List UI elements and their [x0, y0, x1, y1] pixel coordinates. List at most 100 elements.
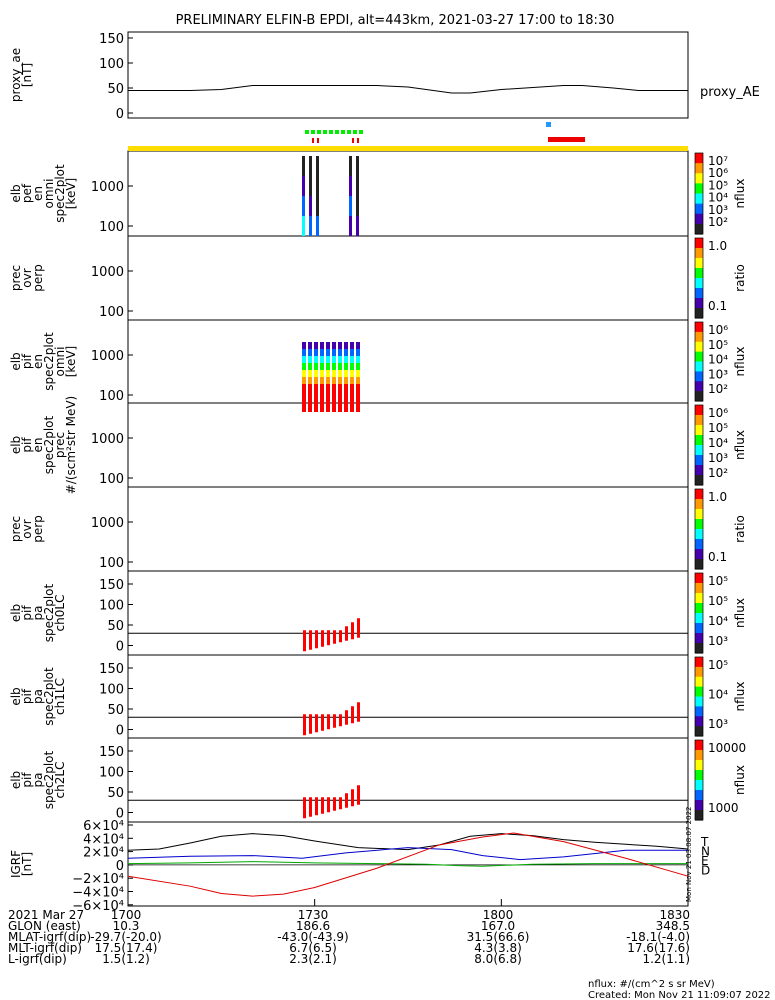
ylabel-line: ch2LC — [53, 762, 67, 799]
colorbar-swatch — [695, 750, 703, 753]
colorbar-swatch — [695, 794, 703, 797]
ylabel-line: omni — [42, 179, 56, 209]
y-tick-label: 0 — [116, 107, 124, 122]
spectrogram-cell — [314, 342, 318, 349]
colorbar-swatch — [695, 391, 703, 394]
spectrogram-cell — [316, 156, 319, 176]
colorbar-swatch — [695, 521, 703, 524]
colorbar-tick-label: 0.1 — [708, 299, 727, 313]
colorbar-swatch — [695, 369, 703, 372]
colorbar-swatch — [695, 539, 703, 542]
creation-stamp: Mon Nov 21 03:08:07 2022 — [685, 807, 693, 902]
y-tick-label: 1000 — [91, 180, 124, 195]
colorbar-swatch — [695, 292, 703, 295]
ch2-pitch-angle — [128, 785, 688, 819]
colorbar-swatch — [695, 429, 703, 432]
colorbar-swatch — [695, 720, 703, 723]
pitch-angle-bin — [357, 702, 360, 722]
colorbar-swatch — [695, 347, 703, 351]
ylabel-line: omni — [53, 347, 67, 377]
colorbar-swatch — [695, 310, 703, 313]
spectrogram-cell — [332, 356, 336, 363]
ylabel-line: proxy_ae — [9, 48, 23, 102]
colorbar-swatch — [695, 585, 703, 588]
colorbar-swatch — [695, 437, 703, 440]
spectrogram-cell — [338, 391, 342, 398]
colorbar-swatch — [695, 710, 703, 713]
spectrogram-cell — [320, 405, 324, 412]
colorbar-swatch — [695, 197, 703, 201]
science-zone-tick — [352, 138, 354, 143]
pitch-angle-bin — [309, 630, 312, 650]
colorbar-swatch — [695, 818, 703, 821]
ylabel-line: perp — [31, 515, 45, 543]
colorbar-swatch — [695, 262, 703, 265]
footer-row-value: 1800 — [483, 908, 514, 922]
footer-row-value: 348.5 — [656, 919, 690, 933]
colorbar-tick-label: 10⁴ — [708, 191, 728, 205]
colorbar-swatch — [695, 802, 703, 805]
ylabel-line: [keV] — [64, 346, 78, 377]
y-tick-label: 0 — [116, 859, 124, 874]
pitch-angle-bin — [309, 797, 312, 817]
footer-row-label: MLT-igrf(dip) — [8, 941, 82, 955]
colorbar-tick-label: 10⁶ — [708, 166, 728, 180]
colorbar-swatch — [695, 734, 703, 737]
ylabel-line: pif — [20, 688, 34, 704]
spectrogram-cell — [326, 356, 330, 363]
colorbar-swatch — [695, 529, 703, 532]
colorbar-swatch — [695, 657, 703, 660]
colorbar-swatch — [695, 417, 703, 420]
colorbar-swatch — [695, 405, 703, 408]
colorbar-label: nflux — [733, 179, 747, 209]
spectrogram-cell — [356, 342, 360, 349]
colorbar-swatch — [695, 597, 703, 600]
spectrogram-cell — [302, 356, 306, 363]
science-zone-marker — [323, 130, 327, 134]
colorbar-swatch — [695, 201, 703, 205]
colorbar-swatch — [695, 525, 703, 528]
colorbar-swatch — [695, 726, 703, 729]
colorbar-swatch — [695, 537, 703, 540]
colorbar-swatch — [695, 397, 703, 400]
ylabel-line: pif — [20, 437, 34, 453]
footer-row-value: 1730 — [298, 908, 329, 922]
spectrogram-cell — [350, 377, 354, 384]
ylabel-line: pa — [31, 689, 45, 704]
colorbar-swatch — [695, 577, 703, 580]
colorbar-swatch — [695, 199, 703, 203]
colorbar-swatch — [695, 664, 703, 668]
spectrogram-cell — [344, 349, 348, 356]
colorbar-swatch — [695, 593, 703, 596]
colorbar-swatch — [695, 211, 703, 215]
pitch-angle-bin — [339, 714, 342, 727]
colorbar-tick-label: 10⁶ — [708, 406, 728, 420]
igrf-legend-E: E — [701, 854, 709, 868]
spectrogram-cell — [356, 405, 360, 412]
colorbar-swatch — [695, 443, 703, 446]
colorbar-swatch — [695, 619, 703, 622]
colorbar-frame — [694, 572, 704, 654]
colorbar-swatch — [695, 250, 703, 253]
y-tick-label: 100 — [99, 305, 124, 320]
spectrogram-cell — [338, 342, 342, 349]
colorbar-swatch — [695, 700, 703, 704]
colorbar-swatch — [695, 221, 703, 225]
colorbar-swatch — [695, 453, 703, 456]
colorbar-swatch — [695, 495, 703, 498]
ylabel-line: elb — [9, 436, 23, 454]
ylabel-line: spec2plot — [42, 667, 56, 726]
colorbar-swatch — [695, 165, 703, 168]
footer-row-value: -29.7(-20.0) — [90, 930, 161, 944]
colorbar-frame — [694, 488, 704, 570]
colorbar-swatch — [695, 477, 703, 480]
colorbar-swatch — [695, 812, 703, 815]
ylabel-line: ch0LC — [53, 595, 67, 632]
colorbar-swatch — [695, 704, 703, 707]
colorbar-swatch — [695, 463, 703, 466]
ylabel-line: spec2plot — [53, 164, 67, 223]
colorbar-swatch — [695, 639, 703, 642]
spectrogram-cell — [349, 216, 352, 236]
colorbar-swatch — [695, 766, 703, 769]
